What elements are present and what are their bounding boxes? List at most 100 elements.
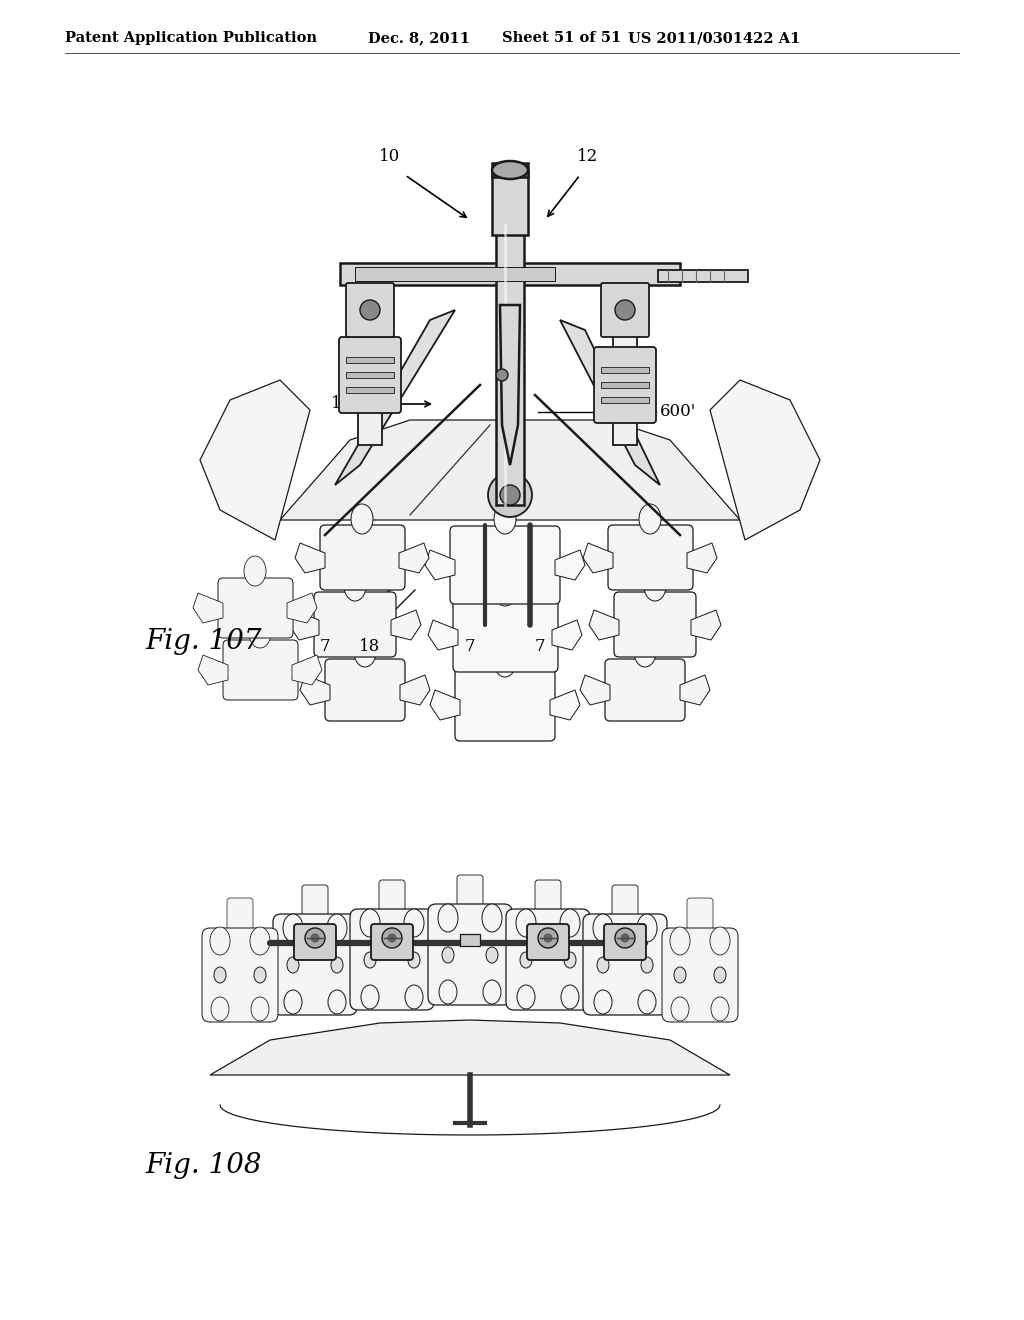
- Ellipse shape: [284, 990, 302, 1014]
- FancyBboxPatch shape: [325, 659, 406, 721]
- Text: 7: 7: [465, 638, 475, 655]
- Polygon shape: [552, 620, 582, 649]
- Polygon shape: [400, 675, 430, 705]
- Text: 16: 16: [331, 396, 352, 412]
- Polygon shape: [555, 550, 585, 579]
- Bar: [346, 387, 394, 393]
- Ellipse shape: [439, 979, 457, 1005]
- Ellipse shape: [517, 985, 535, 1008]
- Circle shape: [500, 484, 520, 506]
- Text: 600': 600': [660, 404, 696, 421]
- Bar: [601, 381, 649, 388]
- Ellipse shape: [214, 968, 226, 983]
- Ellipse shape: [494, 504, 516, 535]
- Text: Patent Application Publication: Patent Application Publication: [65, 30, 317, 45]
- Ellipse shape: [670, 927, 690, 954]
- Polygon shape: [210, 1020, 730, 1074]
- FancyBboxPatch shape: [371, 924, 413, 960]
- FancyBboxPatch shape: [455, 669, 555, 741]
- Text: US 2011/0301422 A1: US 2011/0301422 A1: [628, 30, 801, 45]
- Polygon shape: [691, 610, 721, 640]
- Ellipse shape: [210, 927, 230, 954]
- Ellipse shape: [354, 638, 376, 667]
- Ellipse shape: [344, 572, 366, 601]
- Text: 7: 7: [319, 638, 331, 655]
- Circle shape: [615, 928, 635, 948]
- FancyBboxPatch shape: [583, 913, 667, 1015]
- Circle shape: [305, 928, 325, 948]
- Polygon shape: [391, 610, 421, 640]
- Ellipse shape: [674, 968, 686, 983]
- FancyBboxPatch shape: [218, 578, 293, 638]
- Ellipse shape: [593, 913, 613, 942]
- Circle shape: [382, 928, 402, 948]
- Bar: [496, 224, 524, 506]
- Bar: [601, 367, 649, 374]
- Ellipse shape: [483, 979, 501, 1005]
- Polygon shape: [687, 543, 717, 573]
- Polygon shape: [287, 593, 317, 623]
- FancyBboxPatch shape: [612, 884, 638, 931]
- Ellipse shape: [250, 927, 270, 954]
- Bar: [340, 263, 680, 285]
- Polygon shape: [550, 690, 580, 719]
- Bar: [355, 267, 555, 281]
- Polygon shape: [560, 319, 660, 484]
- Ellipse shape: [560, 909, 580, 937]
- FancyBboxPatch shape: [608, 525, 693, 590]
- Polygon shape: [300, 675, 330, 705]
- FancyBboxPatch shape: [294, 924, 336, 960]
- Ellipse shape: [594, 990, 612, 1014]
- Circle shape: [388, 935, 396, 942]
- FancyBboxPatch shape: [457, 875, 483, 921]
- Circle shape: [615, 300, 635, 319]
- Ellipse shape: [516, 909, 536, 937]
- FancyBboxPatch shape: [314, 591, 396, 657]
- Ellipse shape: [710, 927, 730, 954]
- Ellipse shape: [351, 504, 373, 535]
- Ellipse shape: [641, 957, 653, 973]
- Circle shape: [496, 370, 508, 381]
- FancyBboxPatch shape: [379, 880, 406, 927]
- Ellipse shape: [639, 504, 662, 535]
- Polygon shape: [200, 380, 310, 540]
- Polygon shape: [680, 675, 710, 705]
- Ellipse shape: [597, 957, 609, 973]
- Ellipse shape: [406, 985, 423, 1008]
- Ellipse shape: [561, 985, 579, 1008]
- Ellipse shape: [438, 904, 458, 932]
- FancyBboxPatch shape: [527, 924, 569, 960]
- Ellipse shape: [494, 647, 516, 677]
- Polygon shape: [280, 420, 740, 520]
- FancyBboxPatch shape: [662, 928, 738, 1022]
- Text: 7: 7: [535, 638, 546, 655]
- Ellipse shape: [492, 161, 528, 180]
- Ellipse shape: [287, 957, 299, 973]
- FancyBboxPatch shape: [223, 640, 298, 700]
- Ellipse shape: [638, 990, 656, 1014]
- Text: Sheet 51 of 51: Sheet 51 of 51: [502, 30, 622, 45]
- Ellipse shape: [520, 952, 532, 968]
- Ellipse shape: [482, 904, 502, 932]
- Ellipse shape: [244, 556, 266, 586]
- FancyBboxPatch shape: [227, 898, 253, 944]
- Ellipse shape: [637, 913, 657, 942]
- Text: Fig. 107: Fig. 107: [145, 628, 261, 655]
- FancyBboxPatch shape: [605, 659, 685, 721]
- Polygon shape: [335, 310, 455, 484]
- Polygon shape: [289, 610, 319, 640]
- Polygon shape: [583, 543, 613, 573]
- FancyBboxPatch shape: [346, 282, 394, 337]
- Text: Fig. 108: Fig. 108: [145, 1152, 261, 1179]
- FancyBboxPatch shape: [428, 904, 512, 1005]
- Ellipse shape: [328, 990, 346, 1014]
- Ellipse shape: [644, 572, 666, 601]
- Text: 18: 18: [359, 638, 381, 655]
- FancyBboxPatch shape: [350, 909, 434, 1010]
- FancyBboxPatch shape: [202, 928, 278, 1022]
- FancyBboxPatch shape: [594, 347, 656, 422]
- Ellipse shape: [714, 968, 726, 983]
- Ellipse shape: [404, 909, 424, 937]
- Ellipse shape: [211, 997, 229, 1020]
- Circle shape: [488, 473, 532, 517]
